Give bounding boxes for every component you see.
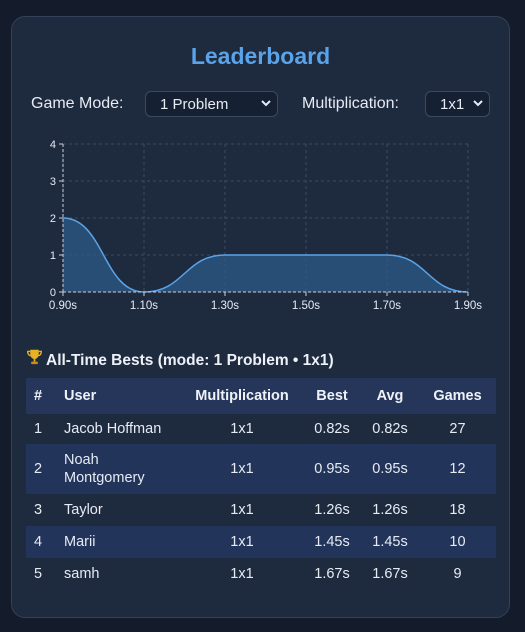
x-tick-label: 1.10s	[130, 300, 158, 312]
y-tick-label: 4	[50, 140, 56, 151]
table-row: 5 samh 1x1 1.67s 1.67s 9	[26, 558, 496, 590]
cell-user: samh	[64, 566, 100, 582]
header-games: Games	[419, 378, 496, 414]
cell-best: 1.45s	[303, 526, 361, 558]
table-row: 2 Noah Montgomery 1x1 0.95s 0.95s 12	[26, 444, 496, 494]
cell-user: Jacob Hoffman	[64, 421, 162, 437]
trophy-icon	[26, 348, 46, 370]
header-avg: Avg	[361, 378, 419, 414]
cell-best: 1.67s	[314, 566, 350, 582]
cell-games: 9	[453, 566, 462, 582]
time-distribution-chart: 0 1 2 3 4 0.90s 1.10s 1.30s 1.50s 1.70s 1.90s	[49, 140, 482, 312]
game-mode-label: Game Mode:	[31, 95, 124, 112]
y-tick-label: 3	[50, 176, 56, 188]
chevron-down-icon	[261, 100, 271, 107]
x-tick-label: 1.70s	[373, 300, 401, 312]
leaderboard-table: # User Multiplication Best Avg Games 1 J…	[26, 378, 496, 590]
cell-avg: 1.26s	[372, 502, 408, 518]
multiplication-label: Multiplication:	[302, 95, 399, 112]
cell-avg: 1.45s	[361, 526, 419, 558]
table-header-row: # User Multiplication Best Avg Games	[26, 378, 496, 414]
cell-multiplication: 1x1	[230, 421, 254, 437]
multiplication-value: 1x1	[440, 96, 465, 113]
filter-controls: Game Mode: 1 Problem Multiplication: 1x1	[12, 91, 509, 117]
cell-multiplication: 1x1	[181, 444, 303, 494]
leaderboard-card: Leaderboard Game Mode: 1 Problem Multipl…	[11, 16, 510, 618]
cell-user: Noah Montgomery	[50, 444, 181, 494]
cell-rank: 2	[26, 444, 50, 494]
table-row: 3 Taylor 1x1 1.26s 1.26s 18	[26, 494, 496, 526]
cell-avg: 0.95s	[361, 444, 419, 494]
header-best: Best	[303, 378, 361, 414]
header-multiplication: Multiplication	[181, 378, 303, 414]
cell-best: 0.95s	[303, 444, 361, 494]
x-tick-label: 0.90s	[49, 300, 77, 312]
x-tick-label: 1.90s	[454, 300, 482, 312]
cell-rank: 1	[33, 421, 43, 437]
header-rank: #	[26, 378, 50, 414]
cell-rank: 4	[26, 526, 50, 558]
x-tick-label: 1.50s	[292, 300, 320, 312]
y-tick-label: 2	[50, 213, 56, 225]
cell-avg: 1.67s	[372, 566, 408, 582]
chevron-down-icon	[473, 100, 483, 107]
game-mode-select[interactable]: 1 Problem	[145, 91, 278, 117]
cell-best: 1.26s	[314, 502, 350, 518]
cell-games: 10	[419, 526, 496, 558]
game-mode-value: 1 Problem	[160, 96, 229, 113]
cell-user: Marii	[50, 526, 181, 558]
y-tick-label: 0	[50, 287, 56, 299]
chart-series-line	[62, 217, 469, 293]
cell-best: 0.82s	[314, 421, 350, 437]
section-title-text: All-Time Bests (mode: 1 Problem • 1x1)	[46, 352, 334, 369]
cell-games: 12	[419, 444, 496, 494]
multiplication-select[interactable]: 1x1	[425, 91, 490, 117]
cell-rank: 5	[33, 566, 43, 582]
all-time-bests-heading: All-Time Bests (mode: 1 Problem • 1x1)	[26, 348, 334, 370]
cell-games: 18	[449, 502, 466, 518]
table-row: 1 Jacob Hoffman 1x1 0.82s 0.82s 27	[26, 414, 496, 444]
cell-games: 27	[449, 421, 466, 437]
cell-avg: 0.82s	[372, 421, 408, 437]
cell-multiplication: 1x1	[230, 502, 254, 518]
header-user: User	[50, 378, 181, 414]
cell-user: Taylor	[64, 502, 103, 518]
x-tick-label: 1.30s	[211, 300, 239, 312]
cell-multiplication: 1x1	[181, 526, 303, 558]
table-row: 4 Marii 1x1 1.45s 1.45s 10	[26, 526, 496, 558]
y-tick-label: 1	[50, 250, 56, 262]
page-title: Leaderboard	[190, 43, 331, 69]
cell-rank: 3	[33, 502, 43, 518]
cell-multiplication: 1x1	[230, 566, 254, 582]
